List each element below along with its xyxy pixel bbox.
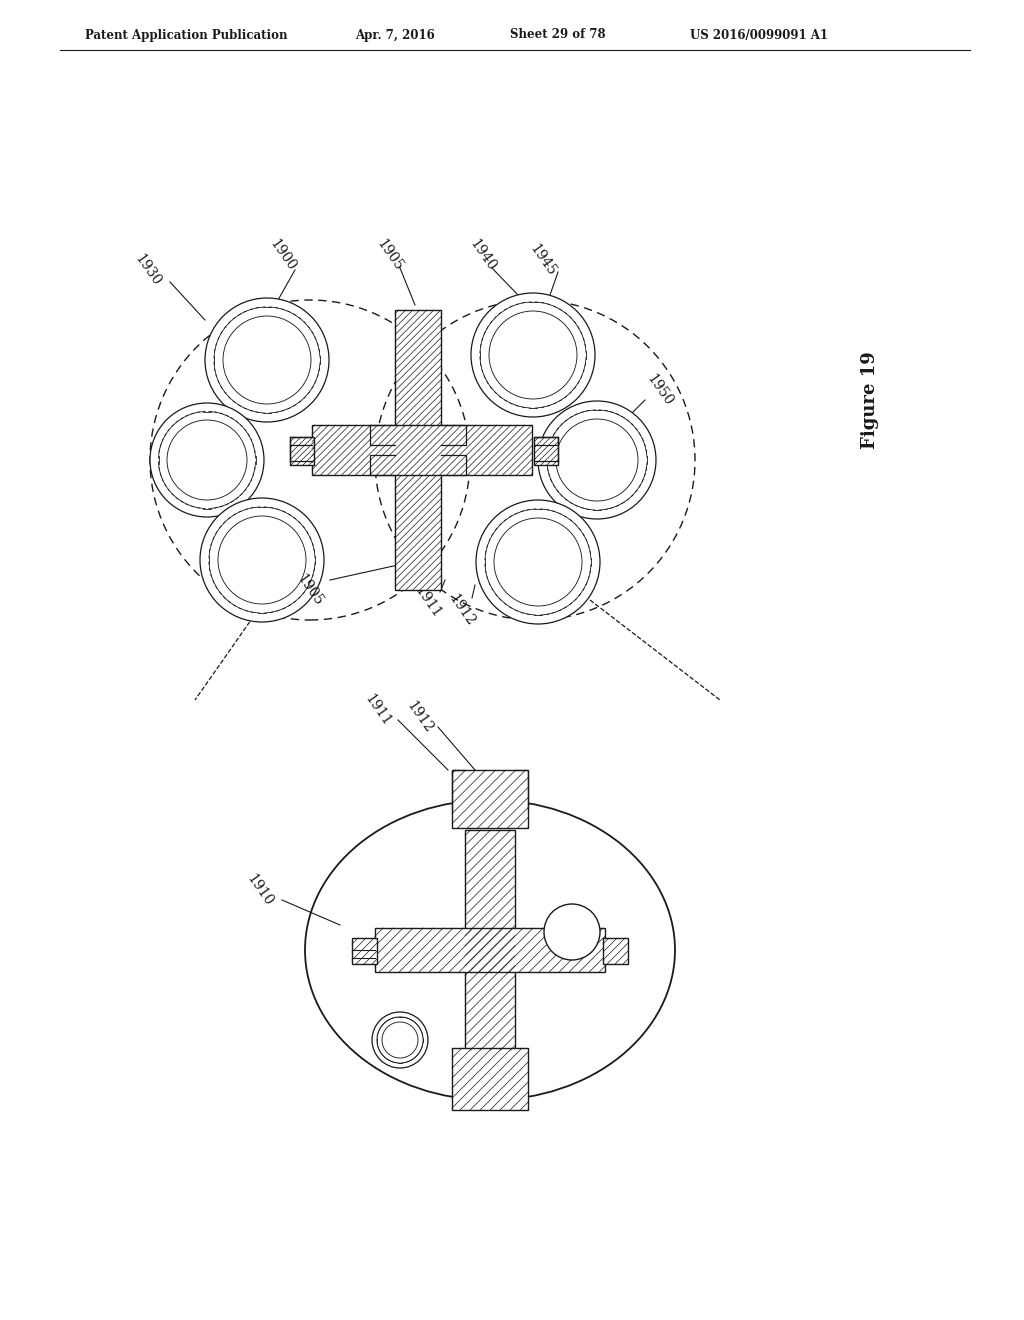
Text: 1900: 1900	[267, 236, 299, 273]
Bar	[603, 939, 628, 964]
Text: US 2016/0099091 A1: US 2016/0099091 A1	[690, 29, 828, 41]
Bar	[452, 770, 528, 828]
Text: 1912: 1912	[446, 591, 478, 628]
Circle shape	[556, 418, 638, 502]
Circle shape	[471, 293, 595, 417]
Text: 1945: 1945	[527, 242, 559, 279]
Text: 1910: 1910	[244, 871, 275, 908]
Circle shape	[382, 1022, 418, 1059]
Circle shape	[218, 516, 306, 605]
Text: 1950: 1950	[644, 372, 676, 408]
Bar	[312, 425, 532, 475]
Circle shape	[489, 312, 577, 399]
Circle shape	[167, 420, 247, 500]
Circle shape	[205, 298, 329, 422]
Text: 1912: 1912	[404, 698, 436, 735]
Text: Apr. 7, 2016: Apr. 7, 2016	[355, 29, 435, 41]
Bar	[465, 830, 515, 1049]
Ellipse shape	[305, 800, 675, 1100]
Bar	[290, 437, 314, 465]
Text: 1930: 1930	[132, 252, 164, 288]
Text: 1911: 1911	[362, 692, 394, 729]
Text: Patent Application Publication: Patent Application Publication	[85, 29, 288, 41]
Bar	[452, 1048, 528, 1110]
Bar	[352, 939, 377, 964]
Circle shape	[544, 904, 600, 960]
Text: 1911: 1911	[412, 583, 443, 620]
Text: 1905: 1905	[374, 236, 406, 273]
Circle shape	[200, 498, 324, 622]
Circle shape	[372, 1012, 428, 1068]
Bar	[534, 437, 558, 465]
Text: 1905: 1905	[294, 572, 326, 609]
Text: Figure 19: Figure 19	[861, 351, 879, 449]
Circle shape	[538, 401, 656, 519]
Circle shape	[494, 517, 582, 606]
Bar	[375, 928, 605, 972]
Text: Sheet 29 of 78: Sheet 29 of 78	[510, 29, 605, 41]
Circle shape	[476, 500, 600, 624]
Circle shape	[223, 315, 311, 404]
Bar	[395, 310, 441, 590]
Text: 1940: 1940	[467, 236, 499, 273]
Circle shape	[150, 403, 264, 517]
